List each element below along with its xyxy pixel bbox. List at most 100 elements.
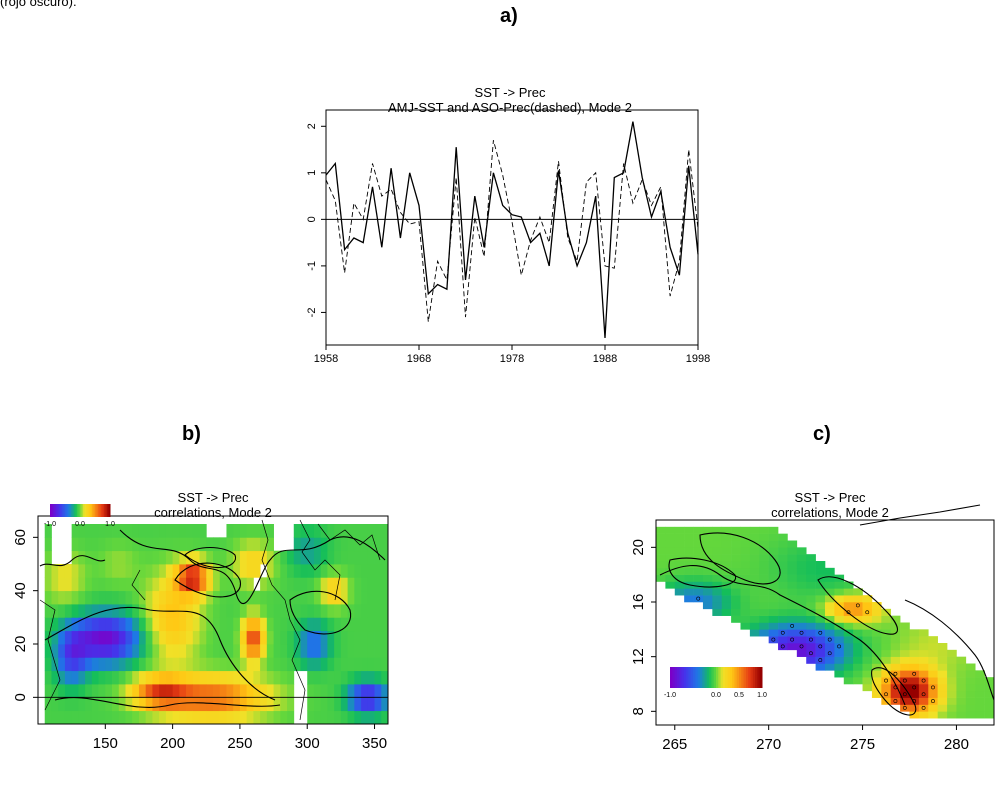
map-b-cell bbox=[381, 617, 389, 632]
map-b-cell bbox=[132, 564, 140, 578]
map-c-cell bbox=[693, 561, 704, 569]
map-b-cell bbox=[199, 697, 207, 712]
map-c-cell bbox=[665, 547, 676, 555]
map-c-colorbar-cell bbox=[720, 667, 724, 688]
map-c-cell bbox=[890, 636, 901, 644]
map-b-cell bbox=[125, 564, 133, 578]
map-b-cell bbox=[125, 670, 133, 685]
map-b-cell bbox=[78, 657, 86, 672]
map-b-cell bbox=[98, 684, 106, 698]
map-b-cell bbox=[105, 670, 113, 685]
map-c-significance-dot bbox=[818, 644, 823, 649]
map-c-cell bbox=[796, 622, 807, 630]
map-c-cell bbox=[975, 704, 985, 712]
map-c-x-tick-label: 270 bbox=[756, 736, 781, 753]
map-b-cell bbox=[367, 590, 375, 605]
map-b-cell bbox=[105, 564, 113, 578]
map-c-cell bbox=[731, 533, 741, 541]
map-b-cell bbox=[300, 644, 308, 658]
map-b-cell bbox=[287, 617, 295, 632]
map-b-cell bbox=[138, 537, 147, 552]
map-c-cell bbox=[778, 540, 788, 548]
map-c-significance-dot bbox=[893, 671, 898, 676]
map-b-cell bbox=[320, 564, 328, 578]
map-b-cell bbox=[226, 564, 234, 578]
map-c-colorbar-cell bbox=[732, 667, 735, 688]
map-c-colorbar-cell bbox=[741, 667, 745, 688]
map-b-cell bbox=[179, 577, 187, 592]
map-c-cell bbox=[918, 656, 929, 664]
map-b-cell bbox=[186, 684, 194, 698]
map-c-cell bbox=[937, 649, 948, 657]
map-b-colorbar-cell bbox=[98, 504, 100, 517]
map-b-cell bbox=[287, 630, 295, 645]
map-b-cell bbox=[320, 604, 328, 618]
map-b-cell bbox=[85, 670, 93, 685]
map-c-cell bbox=[890, 670, 901, 678]
map-c-cell bbox=[815, 567, 826, 575]
map-c-x-tick-label: 275 bbox=[850, 736, 875, 753]
map-c-cell bbox=[918, 649, 929, 657]
map-b-cell bbox=[118, 590, 126, 605]
map-c-cell bbox=[928, 677, 938, 685]
map-c-significance-dot bbox=[931, 699, 935, 703]
map-b-cell bbox=[213, 564, 221, 578]
map-c-cell bbox=[740, 602, 751, 610]
map-b-cell bbox=[112, 577, 120, 592]
map-c-cell bbox=[740, 581, 751, 589]
map-c-cell bbox=[825, 608, 835, 616]
map-c-cell bbox=[825, 602, 835, 610]
map-b-cell bbox=[213, 604, 221, 618]
map-c-cell bbox=[759, 526, 769, 534]
map-b-colorbar-cell bbox=[81, 504, 84, 517]
map-c-cell bbox=[881, 643, 892, 651]
map-b-cell bbox=[51, 644, 59, 658]
map-c-cell bbox=[796, 595, 807, 603]
map-c-cell bbox=[740, 574, 751, 582]
map-b-cell bbox=[58, 604, 66, 618]
map-c-cell bbox=[665, 554, 676, 562]
map-c-cell bbox=[881, 649, 892, 657]
map-b-cell bbox=[233, 564, 241, 578]
map-b-cell bbox=[199, 657, 207, 672]
map-b-cell bbox=[340, 577, 349, 592]
map-c-cell bbox=[712, 547, 723, 555]
map-b-cell bbox=[44, 670, 52, 685]
map-b-cell bbox=[367, 710, 375, 725]
map-c-cell bbox=[928, 643, 938, 651]
map-c-cell bbox=[740, 533, 751, 541]
map-b-contour bbox=[44, 606, 276, 701]
map-b-cell bbox=[105, 684, 113, 698]
map-c-cell bbox=[965, 690, 976, 698]
map-c-cell bbox=[947, 670, 957, 678]
chart-c-title: SST -> Prec bbox=[795, 490, 866, 505]
map-b-cell bbox=[260, 537, 268, 552]
map-b-cell bbox=[199, 564, 207, 578]
map-c-cell bbox=[900, 649, 910, 657]
map-b-colorbar-label: -1.0 bbox=[44, 521, 56, 528]
map-b-cell bbox=[327, 710, 335, 725]
map-b-cell bbox=[98, 564, 106, 578]
map-b-cell bbox=[361, 657, 369, 672]
map-b-cell bbox=[192, 684, 200, 698]
map-c-cell bbox=[759, 574, 769, 582]
map-b-cell bbox=[233, 604, 241, 618]
map-b-cell bbox=[340, 644, 349, 658]
map-c-cell bbox=[749, 561, 760, 569]
map-c-cell bbox=[947, 684, 957, 692]
map-b-x-tick-label: 200 bbox=[160, 735, 185, 752]
map-b-cell bbox=[260, 630, 268, 645]
map-b-cell bbox=[280, 564, 288, 578]
map-c-cell bbox=[684, 595, 694, 603]
map-c-colorbar-cell bbox=[681, 667, 685, 688]
map-c-cell bbox=[721, 588, 732, 596]
map-c-cell bbox=[853, 602, 863, 610]
map-b-cell bbox=[186, 524, 194, 538]
map-c-cell bbox=[853, 677, 863, 685]
map-b-coastline bbox=[261, 519, 306, 721]
map-b-cell bbox=[340, 550, 349, 565]
map-b-cell bbox=[44, 524, 52, 538]
map-b-cell bbox=[105, 657, 113, 672]
map-b-cell bbox=[206, 564, 214, 578]
map-c-cell bbox=[778, 547, 788, 555]
